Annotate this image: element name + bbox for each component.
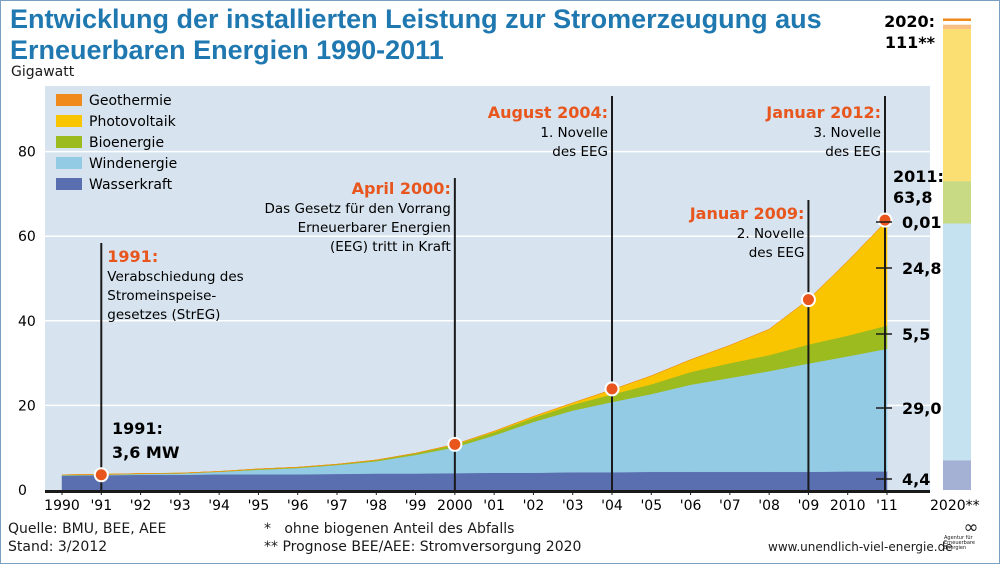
date-text: Stand: 3/2012 (8, 539, 108, 555)
x-tick-label: '95 (248, 498, 270, 514)
event-heading: Januar 2012: (765, 103, 881, 122)
event-marker (447, 436, 463, 452)
event-marker (93, 467, 109, 483)
event-heading: August 2004: (488, 103, 608, 122)
event-description: Stromeinspeise- (107, 288, 216, 304)
legend-swatch (56, 178, 82, 190)
x-tick-label: '99 (405, 498, 427, 514)
forecast-segment (943, 24, 971, 29)
end-value-label: 4,4 (902, 470, 930, 489)
x-tick-label: 2010 (830, 498, 866, 514)
y-axis-label: Gigawatt (11, 64, 75, 80)
area-series (61, 219, 888, 491)
x-tick-label: '06 (680, 498, 702, 514)
legend: Geothermie Photovoltaik Bioenergie Windener… (56, 93, 177, 193)
event-heading: 1991: (107, 247, 158, 266)
event-marker (604, 381, 620, 397)
event-heading: Januar 2009: (689, 204, 805, 223)
chart-title: Entwicklung der installierten Leistung z… (10, 4, 822, 65)
event-description: gesetzes (StrEG) (107, 307, 220, 323)
x-tick-label: '07 (719, 498, 741, 514)
footnote-1: * ohne biogenen Anteil des Abfalls (264, 521, 515, 537)
legend-label: Bioenergie (89, 135, 164, 151)
forecast-total-year: 2020: (884, 12, 935, 31)
forecast-geo-cap (943, 18, 971, 21)
event-description: Erneuerbarer Energien (298, 220, 451, 236)
event-description: 2. Novelle (737, 226, 805, 242)
forecast-x-label: 2020** (930, 498, 980, 514)
x-tick-label: '92 (130, 498, 152, 514)
end-value-label: 29,0 (902, 399, 941, 418)
forecast-total-value: 111** (885, 33, 936, 52)
logo-line-1: Agentur für (944, 535, 973, 541)
legend-label: Windenergie (89, 156, 177, 172)
y-tick-label: 80 (18, 145, 36, 161)
x-tick-label: '09 (798, 498, 820, 514)
agency-logo: ∞ Agentur für Erneuerbare Energien (944, 517, 998, 560)
event-marker (877, 212, 893, 228)
x-tick-label: '11 (876, 498, 898, 514)
source-text: Quelle: BMU, BEE, AEE (8, 521, 167, 537)
infinity-icon: ∞ (963, 517, 979, 538)
x-tick-label: '04 (601, 498, 623, 514)
forecast-2020-bar: 2020** 2020: 111** (884, 12, 980, 514)
event-description: 3. Novelle (813, 125, 881, 141)
total-2011-value: 63,8 (893, 188, 932, 207)
website-link[interactable]: www.unendlich-viel-energie.de (768, 540, 953, 554)
y-tick-label: 20 (18, 398, 36, 414)
x-tick-label: '91 (90, 498, 112, 514)
x-tick-label: '98 (365, 498, 387, 514)
event-marker (800, 292, 816, 308)
forecast-segment (943, 181, 971, 224)
start-label-value: 3,6 MW (112, 443, 180, 462)
end-value-label: 5,5 (902, 325, 930, 344)
logo-line-2: Erneuerbare (944, 540, 975, 546)
event-description: (EEG) tritt in Kraft (330, 239, 451, 255)
forecast-segment (943, 28, 971, 182)
footnote-2: ** Prognose BEE/AEE: Stromversorgung 202… (264, 539, 582, 555)
y-tick-label: 0 (18, 483, 27, 499)
x-tick-label: '97 (326, 498, 348, 514)
x-tick-label: '94 (208, 498, 230, 514)
event-markers: 1991: Verabschiedung des Stromeinspeise-ge… (93, 96, 893, 490)
forecast-segment (943, 223, 971, 461)
event-description: Verabschiedung des (107, 269, 243, 285)
end-value-label: 0,01 (902, 213, 941, 232)
start-label-year: 1991: (112, 419, 163, 438)
legend-label: Wasserkraft (89, 177, 173, 193)
legend-swatch (56, 115, 82, 127)
x-axis-line (45, 490, 930, 493)
legend-label: Geothermie (89, 93, 172, 109)
total-2011-year: 2011: (893, 167, 944, 186)
event-heading: April 2000: (352, 179, 451, 198)
x-tick-label: '01 (483, 498, 505, 514)
x-tick-label: '96 (287, 498, 309, 514)
x-tick-label: '03 (562, 498, 584, 514)
y-tick-label: 60 (18, 229, 36, 245)
legend-swatch (56, 157, 82, 169)
x-tick-label: 1990 (44, 498, 80, 514)
x-tick-label: '02 (523, 498, 545, 514)
x-tick-label: '08 (758, 498, 780, 514)
x-tick-label: 2000 (437, 498, 473, 514)
end-value-labels: 2011: 63,8 0,01 24,8 5,5 29,0 4,4 (876, 167, 944, 489)
forecast-segment (943, 460, 971, 490)
event-description: Das Gesetz für den Vorrang (264, 201, 450, 217)
legend-swatch (56, 136, 82, 148)
event-description: des EEG (552, 144, 608, 160)
x-tick-label: '93 (169, 498, 191, 514)
end-value-label: 24,8 (902, 259, 941, 278)
legend-label: Photovoltaik (89, 114, 177, 130)
x-tick-label: '05 (640, 498, 662, 514)
y-tick-label: 40 (18, 314, 36, 330)
event-description: des EEG (749, 245, 805, 261)
event-description: des EEG (825, 144, 881, 160)
legend-swatch (56, 94, 82, 106)
axes: 1990 '91 '92 '93 '94 '95 '96 '97 '98 '99 2000 '01 '0… (18, 145, 930, 514)
event-description: 1. Novelle (540, 125, 608, 141)
logo-line-3: Energien (944, 545, 967, 551)
